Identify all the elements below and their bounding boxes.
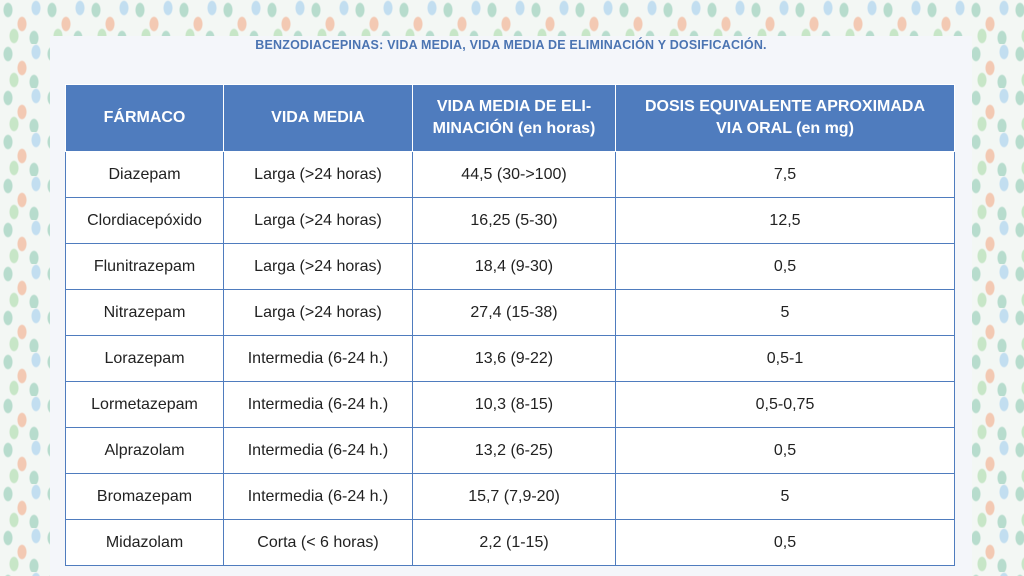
cell-eliminacion: 2,2 (1-15) bbox=[412, 519, 616, 566]
table-caption: BENZODIACEPINAS: VIDA MEDIA, VIDA MEDIA … bbox=[255, 38, 767, 52]
cell-dosis: 0,5-1 bbox=[615, 335, 955, 382]
cell-dosis: 12,5 bbox=[615, 197, 955, 244]
cell-eliminacion: 13,6 (9-22) bbox=[412, 335, 616, 382]
cell-farmaco: Lorazepam bbox=[65, 335, 224, 382]
header-vida-media-eliminacion: VIDA MEDIA DE ELI- MINACIÓN (en horas) bbox=[412, 84, 616, 152]
cell-vida-media: Larga (>24 horas) bbox=[223, 289, 413, 336]
cell-farmaco: Midazolam bbox=[65, 519, 224, 566]
cell-dosis: 0,5-0,75 bbox=[615, 381, 955, 428]
table-row: Midazolam Corta (< 6 horas) 2,2 (1-15) 0… bbox=[65, 519, 955, 566]
cell-vida-media: Intermedia (6-24 h.) bbox=[223, 473, 413, 520]
cell-eliminacion: 15,7 (7,9-20) bbox=[412, 473, 616, 520]
table-row: Lormetazepam Intermedia (6-24 h.) 10,3 (… bbox=[65, 381, 955, 428]
cell-dosis: 0,5 bbox=[615, 427, 955, 474]
cell-farmaco: Bromazepam bbox=[65, 473, 224, 520]
cell-vida-media: Intermedia (6-24 h.) bbox=[223, 427, 413, 474]
table-row: Lorazepam Intermedia (6-24 h.) 13,6 (9-2… bbox=[65, 335, 955, 382]
cell-eliminacion: 13,2 (6-25) bbox=[412, 427, 616, 474]
table-row: Bromazepam Intermedia (6-24 h.) 15,7 (7,… bbox=[65, 473, 955, 520]
cell-dosis: 0,5 bbox=[615, 519, 955, 566]
cell-eliminacion: 10,3 (8-15) bbox=[412, 381, 616, 428]
table-row: Diazepam Larga (>24 horas) 44,5 (30->100… bbox=[65, 151, 955, 198]
cell-vida-media: Larga (>24 horas) bbox=[223, 243, 413, 290]
cell-dosis: 5 bbox=[615, 473, 955, 520]
cell-vida-media: Corta (< 6 horas) bbox=[223, 519, 413, 566]
cell-eliminacion: 27,4 (15-38) bbox=[412, 289, 616, 336]
cell-farmaco: Lormetazepam bbox=[65, 381, 224, 428]
cell-farmaco: Nitrazepam bbox=[65, 289, 224, 336]
table-row: Nitrazepam Larga (>24 horas) 27,4 (15-38… bbox=[65, 289, 955, 336]
table-row: Alprazolam Intermedia (6-24 h.) 13,2 (6-… bbox=[65, 427, 955, 474]
benzodiazepine-table: FÁRMACO VIDA MEDIA VIDA MEDIA DE ELI- MIN… bbox=[65, 84, 955, 566]
header-farmaco: FÁRMACO bbox=[65, 84, 224, 152]
cell-farmaco: Clordiacepóxido bbox=[65, 197, 224, 244]
cell-vida-media: Intermedia (6-24 h.) bbox=[223, 381, 413, 428]
table-row: Flunitrazepam Larga (>24 horas) 18,4 (9-… bbox=[65, 243, 955, 290]
table-header-row: FÁRMACO VIDA MEDIA VIDA MEDIA DE ELI- MIN… bbox=[65, 84, 955, 152]
cell-eliminacion: 16,25 (5-30) bbox=[412, 197, 616, 244]
header-dosis-equivalente: DOSIS EQUIVALENTE APROXIMADA VIA ORAL (en… bbox=[615, 84, 955, 152]
header-vida-media: VIDA MEDIA bbox=[223, 84, 413, 152]
slide-panel: BENZODIACEPINAS: VIDA MEDIA, VIDA MEDIA … bbox=[50, 36, 972, 576]
cell-dosis: 5 bbox=[615, 289, 955, 336]
cell-eliminacion: 44,5 (30->100) bbox=[412, 151, 616, 198]
table-row: Clordiacepóxido Larga (>24 horas) 16,25 … bbox=[65, 197, 955, 244]
cell-farmaco: Flunitrazepam bbox=[65, 243, 224, 290]
cell-farmaco: Diazepam bbox=[65, 151, 224, 198]
cell-farmaco: Alprazolam bbox=[65, 427, 224, 474]
cell-vida-media: Larga (>24 horas) bbox=[223, 151, 413, 198]
cell-dosis: 7,5 bbox=[615, 151, 955, 198]
cell-vida-media: Intermedia (6-24 h.) bbox=[223, 335, 413, 382]
cell-eliminacion: 18,4 (9-30) bbox=[412, 243, 616, 290]
cell-vida-media: Larga (>24 horas) bbox=[223, 197, 413, 244]
cell-dosis: 0,5 bbox=[615, 243, 955, 290]
